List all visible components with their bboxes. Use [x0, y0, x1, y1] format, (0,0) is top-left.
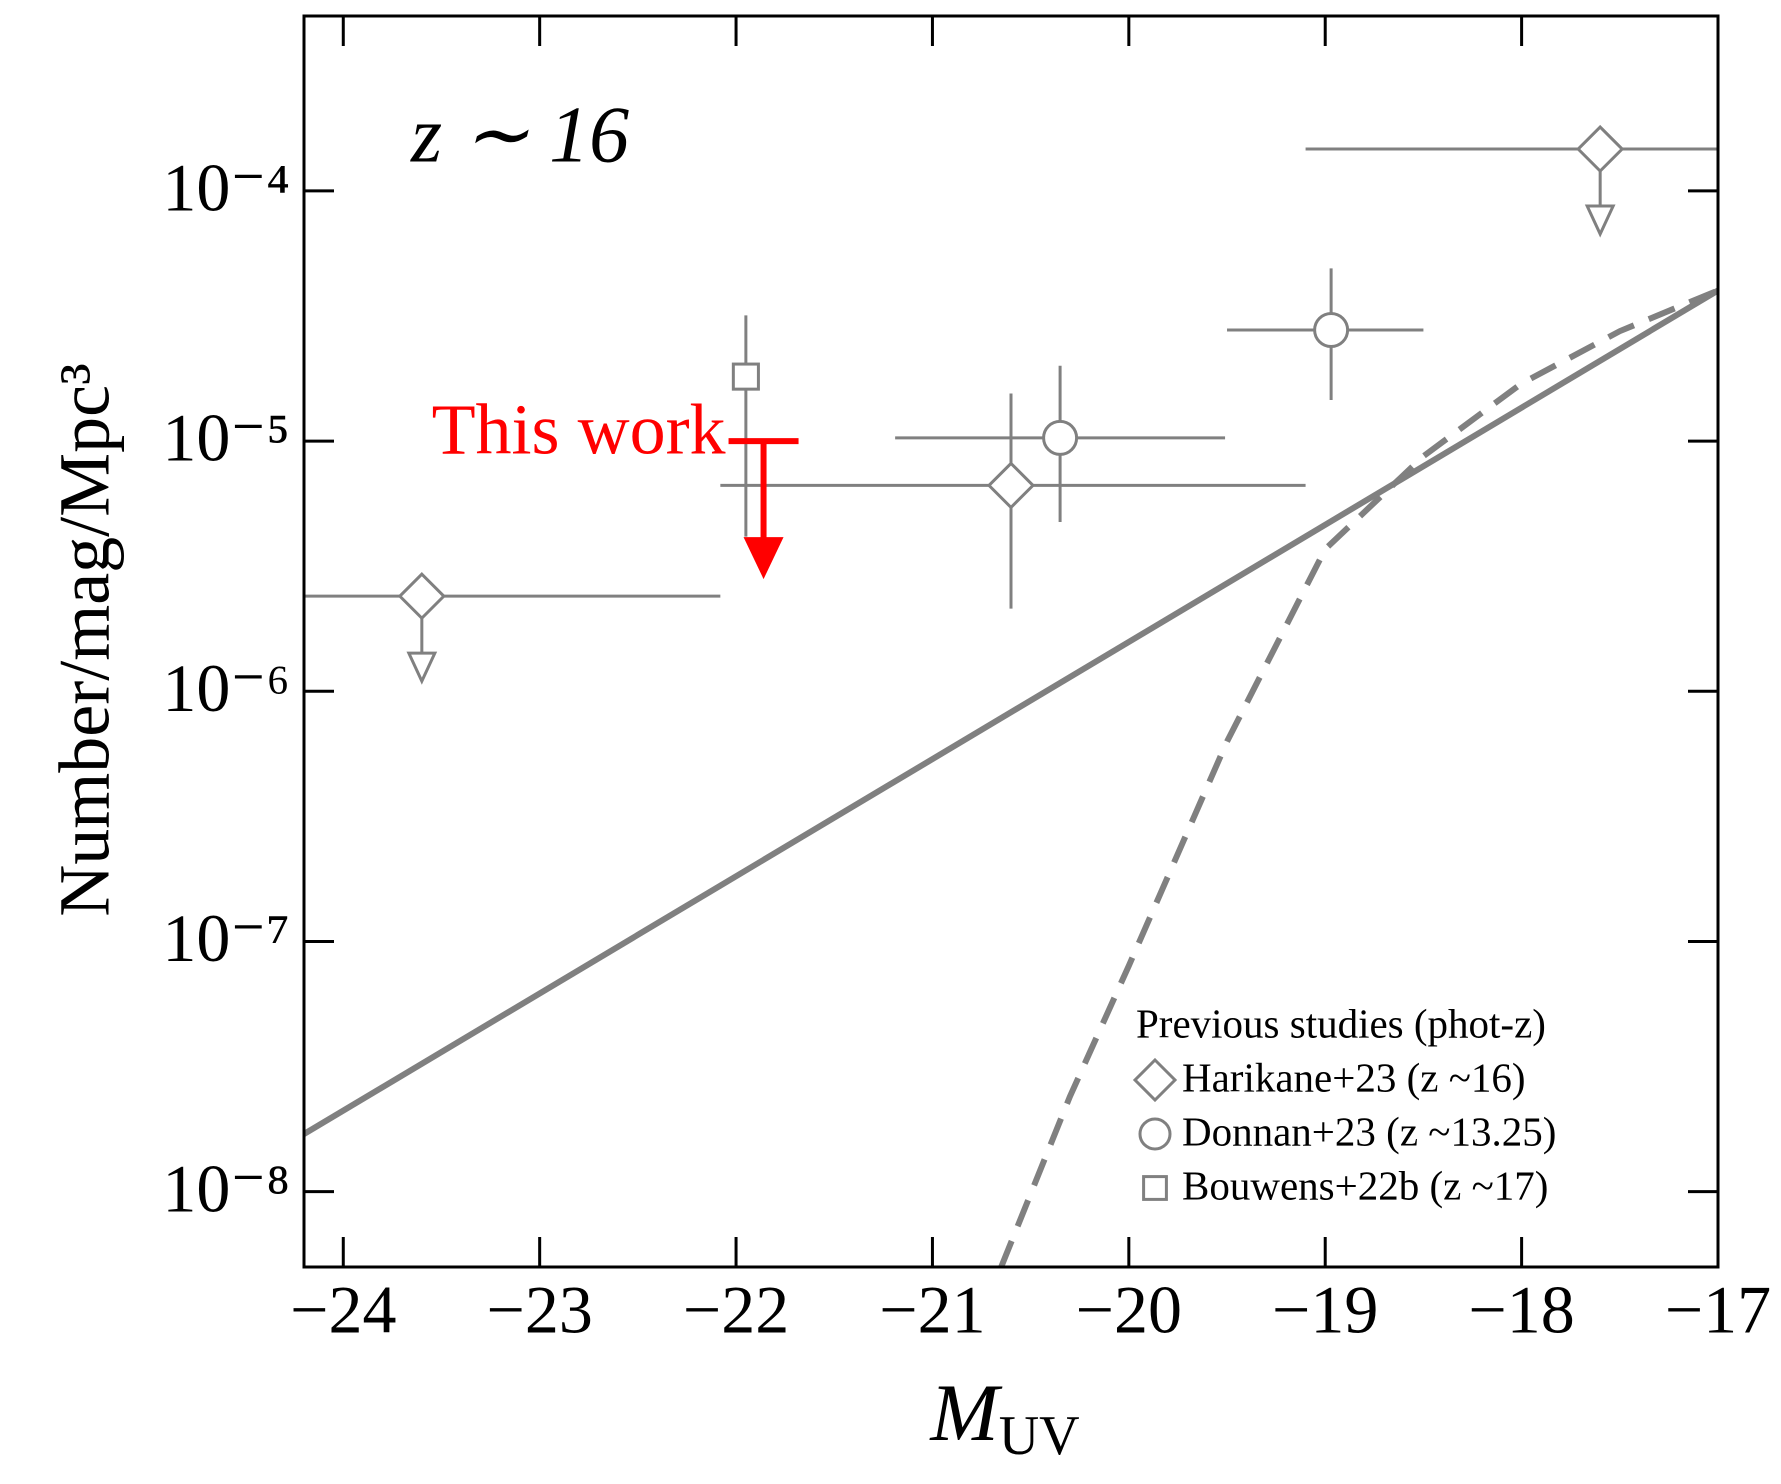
x-tick-label: −20	[1076, 1272, 1182, 1348]
x-tick-label: −23	[486, 1272, 592, 1348]
x-tick-label: −17	[1665, 1272, 1771, 1348]
data-point	[1042, 419, 1079, 456]
plot-frame	[302, 14, 1720, 1269]
x-tick-label: −18	[1468, 1272, 1574, 1348]
x-label-sub: UV	[999, 1405, 1080, 1467]
y-tick-label: 10⁻⁴	[162, 149, 290, 225]
upper-limit-head	[406, 651, 438, 685]
legend-marker	[1138, 1117, 1172, 1151]
x-label-main: M	[929, 1367, 1003, 1458]
this-work-head	[743, 537, 784, 580]
legend-title: Previous studies (phot-z)	[1136, 1000, 1546, 1046]
y-tick-label: 10⁻⁷	[162, 900, 290, 976]
data-point	[986, 461, 1036, 510]
data-point	[731, 362, 760, 391]
annotation: z ∼ 16	[410, 91, 629, 179]
legend-label: Harikane+23 (z ~16)	[1182, 1054, 1526, 1100]
y-axis-label: Number/mag/Mpc³	[45, 363, 125, 916]
legend-marker	[1132, 1057, 1178, 1103]
x-tick-label: −21	[879, 1272, 985, 1348]
data-point	[1313, 311, 1350, 348]
x-tick-label: −19	[1272, 1272, 1378, 1348]
legend-label: Donnan+23 (z ~13.25)	[1182, 1108, 1556, 1154]
y-tick-label: 10⁻⁵	[162, 400, 290, 476]
x-axis-label: MUV	[929, 1367, 1079, 1467]
x-tick-label: −24	[290, 1272, 396, 1348]
data-point	[1576, 124, 1625, 174]
model-line	[998, 287, 1718, 1267]
model-line	[304, 287, 1718, 1137]
x-tick-label: −22	[683, 1272, 789, 1348]
y-tick-label: 10⁻⁶	[162, 650, 290, 726]
upper-limit-head	[1584, 204, 1616, 238]
legend-marker	[1142, 1175, 1168, 1201]
this-work-label: This work	[432, 390, 726, 470]
data-point	[397, 572, 446, 621]
y-tick-label: 10⁻⁸	[162, 1150, 290, 1226]
legend-label: Bouwens+22b (z ~17)	[1182, 1162, 1548, 1208]
